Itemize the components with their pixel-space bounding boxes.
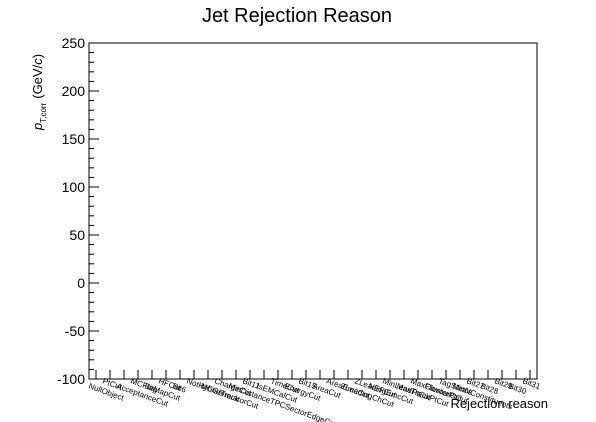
- y-tick-label: 0: [77, 275, 85, 291]
- y-tick-label: 200: [62, 83, 86, 99]
- chart-title: Jet Rejection Reason: [202, 5, 392, 27]
- y-label-text: pT,corr (GeV/c): [30, 54, 48, 131]
- y-label-subscript: T,corr: [39, 102, 48, 122]
- y-axis-label: pT,corr (GeV/c): [30, 54, 48, 131]
- x-axis-label: Rejection reason: [450, 396, 548, 411]
- y-tick-label: 250: [62, 35, 86, 51]
- y-tick-label: 50: [69, 227, 85, 243]
- y-label-unit-close: ): [30, 54, 45, 58]
- y-tick-label: 150: [62, 131, 86, 147]
- y-tick-label: 100: [62, 179, 86, 195]
- y-tick-label: -100: [57, 371, 85, 387]
- y-label-unit-var: c: [30, 58, 45, 65]
- y-label-symbol: p: [30, 123, 45, 131]
- y-tick-label: -50: [65, 323, 85, 339]
- plot-frame: [88, 42, 538, 380]
- y-label-unit: (GeV/: [30, 64, 45, 98]
